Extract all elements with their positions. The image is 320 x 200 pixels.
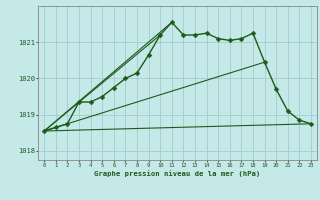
X-axis label: Graphe pression niveau de la mer (hPa): Graphe pression niveau de la mer (hPa) [94, 170, 261, 177]
